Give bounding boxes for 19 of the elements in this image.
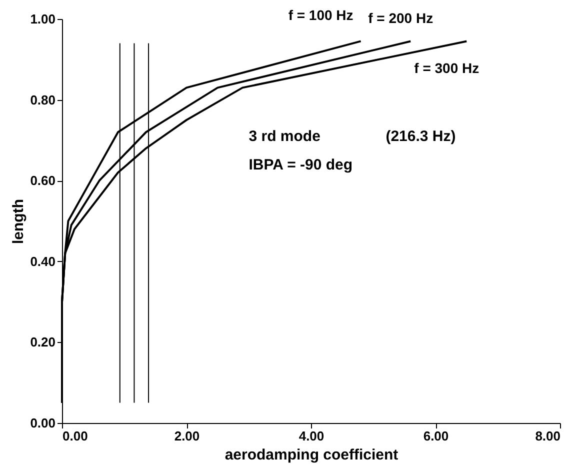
y-tick-label: 0.40 xyxy=(30,254,56,269)
x-tick-label: 0.00 xyxy=(62,428,88,444)
y-tick-label: 0.80 xyxy=(30,92,56,108)
x-tick-label: 8.00 xyxy=(535,428,560,444)
series-label: f = 300 Hz xyxy=(414,60,480,76)
y-tick-label: 1.00 xyxy=(30,12,56,26)
y-tick-label: 0.60 xyxy=(30,173,56,188)
series-label: f = 100 Hz xyxy=(288,7,354,24)
x-tick-label: 4.00 xyxy=(298,428,324,444)
x-tick-label: 6.00 xyxy=(423,428,449,444)
annotation: (216.3 Hz) xyxy=(386,128,456,146)
x-axis-title: aerodamping coefficient xyxy=(224,446,398,464)
y-tick-label: 0.20 xyxy=(30,334,56,350)
y-tick-label: 0.00 xyxy=(30,416,56,430)
x-tick-label: 2.00 xyxy=(174,428,200,444)
annotation: IBPA = -90 deg xyxy=(248,156,353,174)
annotation: 3 rd mode xyxy=(248,128,320,146)
y-axis-title: length xyxy=(10,199,28,244)
series-label: f = 200 Hz xyxy=(368,10,434,26)
